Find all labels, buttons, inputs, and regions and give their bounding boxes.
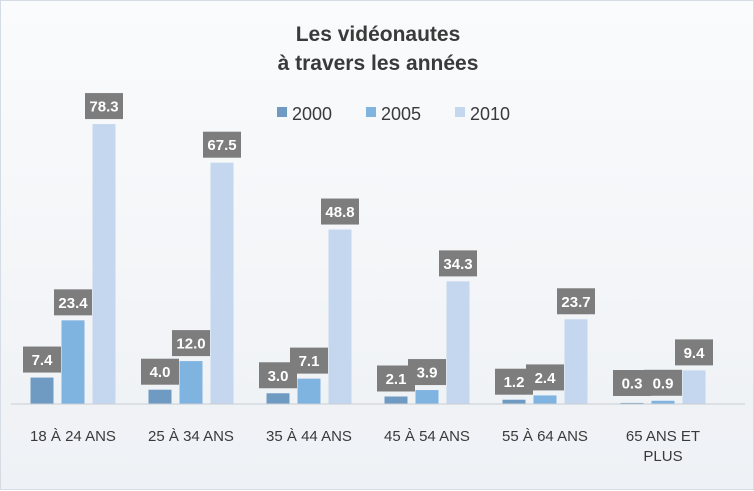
data-label-value: 23.7	[561, 294, 590, 311]
data-label-2010: 48.8	[321, 198, 359, 225]
legend-label: 2010	[470, 104, 510, 124]
data-label-box	[644, 369, 682, 396]
bar-2005	[297, 378, 321, 404]
data-label-box	[321, 198, 359, 225]
data-label-box	[141, 358, 179, 385]
data-label-2000: 4.0	[141, 358, 179, 385]
data-label-value: 3.9	[417, 365, 438, 382]
bar-2010	[446, 281, 470, 404]
x-tick-label: 45 À 54 ANS	[384, 428, 470, 445]
legend-swatch	[366, 107, 376, 117]
legend-item-2005: 2005	[366, 104, 421, 124]
data-label-box	[439, 250, 477, 277]
chart-title: Les vidéonautes	[296, 23, 461, 46]
bar-2010	[682, 370, 706, 404]
data-label-value: 48.8	[325, 204, 354, 221]
x-tick-label: 35 À 44 ANS	[266, 428, 352, 445]
data-label-value: 12.0	[176, 336, 205, 353]
legend: 2000 2005 2010	[277, 104, 510, 124]
data-label-value: 7.1	[299, 353, 320, 370]
data-label-2010: 23.7	[557, 288, 595, 315]
data-label-2000: 7.4	[23, 346, 61, 373]
data-label-value: 2.1	[386, 371, 407, 388]
data-label-value: 9.4	[684, 345, 706, 362]
bar-2000	[384, 396, 408, 404]
data-label-box	[526, 364, 564, 391]
legend-label: 2005	[381, 104, 421, 124]
bar-2010	[92, 124, 116, 404]
bar-2000	[30, 377, 54, 404]
legend-item-2010: 2010	[455, 104, 510, 124]
bar-2000	[620, 402, 644, 404]
bar-2005	[533, 395, 557, 404]
data-label-value: 2.4	[535, 370, 557, 387]
legend-label: 2000	[292, 104, 332, 124]
data-label-box	[408, 359, 446, 386]
data-label-box	[203, 131, 241, 158]
data-label-2005: 2.4	[526, 364, 564, 391]
data-label-box	[54, 289, 92, 316]
data-label-value: 78.3	[89, 99, 118, 116]
data-label-value: 67.5	[207, 137, 236, 154]
plot-area	[30, 124, 706, 404]
data-label-box	[557, 288, 595, 315]
data-label-2000: 3.0	[259, 362, 297, 389]
bar-2010	[328, 229, 352, 404]
x-axis: 18 À 24 ANS 25 À 34 ANS 35 À 44 ANS 45 À 54…	[11, 403, 745, 465]
data-label-value: 3.0	[268, 368, 289, 385]
data-label-2005: 23.4	[54, 289, 92, 316]
bar-2000	[502, 399, 526, 404]
data-label-box	[290, 347, 328, 374]
data-label-value: 4.0	[150, 364, 171, 381]
bar-2010	[564, 319, 588, 404]
data-label-2005: 7.1	[290, 347, 328, 374]
legend-item-2000: 2000	[277, 104, 332, 124]
data-label-2010: 67.5	[203, 131, 241, 158]
data-label-value: 1.2	[504, 374, 525, 391]
data-label-2005: 12.0	[172, 330, 210, 357]
bar-2005	[415, 390, 439, 404]
data-label-value: 0.9	[653, 375, 674, 392]
data-label-box	[85, 93, 123, 120]
legend-swatch	[277, 107, 287, 117]
x-tick-label: 55 À 64 ANS	[502, 428, 588, 445]
bar-2000	[148, 389, 172, 404]
bar-2005	[651, 400, 675, 404]
bar-2005	[179, 361, 203, 404]
x-tick-label: 65 ANS ET	[626, 428, 700, 445]
data-label-2010: 34.3	[439, 250, 477, 277]
x-tick-label: PLUS	[643, 448, 682, 465]
data-label-value: 23.4	[58, 295, 88, 312]
data-labels: 7.4 23.4 78.3 4.0 12.0 67.5 3.0 7.1 48.8 2.1 3.9 34…	[23, 93, 713, 396]
chart-subtitle: à travers les années	[278, 52, 479, 75]
data-label-value: 34.3	[443, 256, 472, 273]
bar-2010	[210, 162, 234, 404]
x-tick-label: 18 À 24 ANS	[30, 428, 116, 445]
bar-2005	[61, 320, 85, 404]
data-label-2010: 9.4	[675, 339, 713, 366]
data-label-box	[172, 330, 210, 357]
data-label-2010: 78.3	[85, 93, 123, 120]
data-label-value: 0.3	[622, 376, 643, 393]
bar-2000	[266, 393, 290, 404]
data-label-value: 7.4	[32, 352, 54, 369]
x-tick-label: 25 À 34 ANS	[148, 428, 234, 445]
data-label-2005: 3.9	[408, 359, 446, 386]
data-label-box	[675, 339, 713, 366]
data-label-2005: 0.9	[644, 369, 682, 396]
data-label-box	[23, 346, 61, 373]
legend-swatch	[455, 107, 465, 117]
